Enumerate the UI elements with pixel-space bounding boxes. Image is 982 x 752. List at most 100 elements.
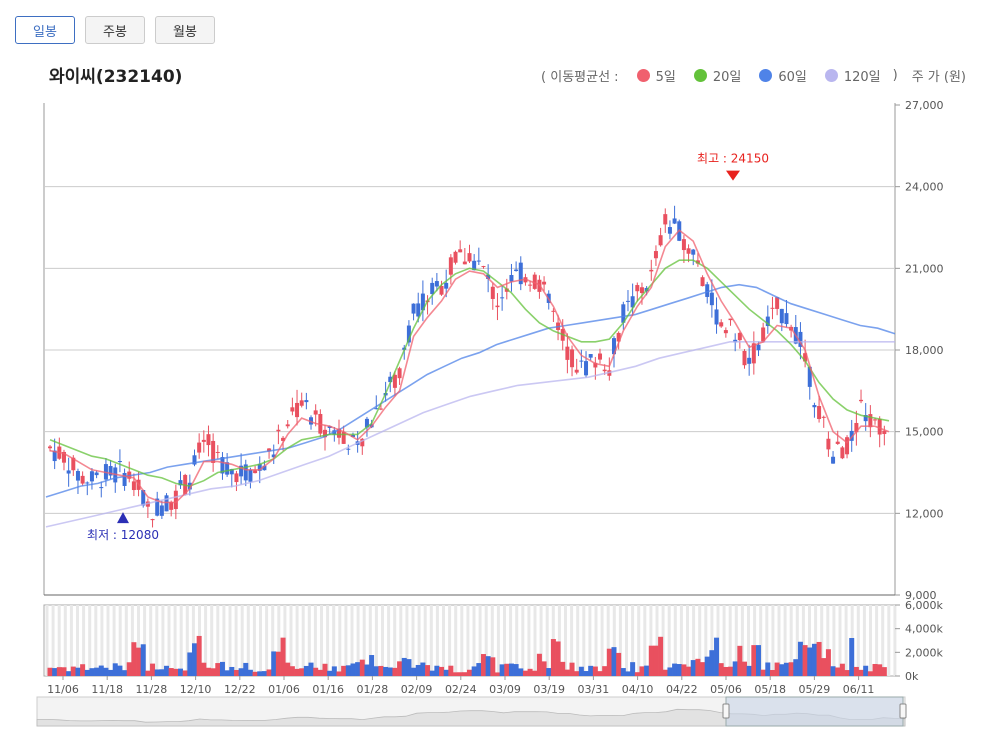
candle-body [388, 376, 393, 383]
volume-bar [718, 663, 724, 676]
candle-body [229, 469, 234, 475]
volume-tick-label: 0k [905, 670, 919, 683]
volume-bar [247, 669, 253, 676]
volume-bar [89, 668, 95, 676]
candle-body [304, 400, 309, 403]
volume-bar [345, 665, 351, 676]
volume-bar [574, 671, 580, 676]
candle-body [747, 357, 752, 364]
candle-body [197, 442, 202, 453]
candle-body [845, 437, 850, 455]
tab-monthly[interactable]: 월봉 [155, 16, 215, 44]
candle-body [350, 434, 355, 438]
volume-bar [294, 668, 300, 676]
candle-body [155, 498, 160, 516]
volume-bar [653, 645, 659, 676]
candle-body [225, 462, 230, 475]
volume-bar [126, 662, 132, 676]
volume-bar [75, 667, 81, 676]
volume-bar [569, 662, 575, 676]
date-tick-label: 11/06 [47, 683, 79, 696]
candle-body [346, 448, 351, 450]
low-label: 최저 : 12080 [87, 528, 159, 542]
candle-body [80, 475, 85, 484]
candle-body [243, 464, 248, 481]
candle-body [500, 297, 505, 299]
volume-bar [648, 645, 654, 676]
volume-bar [280, 637, 286, 676]
volume-bar [205, 667, 211, 676]
volume-bar [783, 662, 789, 676]
volume-bar [583, 671, 589, 676]
ma120-line [45, 340, 895, 528]
range-navigator[interactable] [36, 696, 907, 727]
candle-body [439, 285, 444, 295]
candle-body [323, 429, 328, 438]
candle-body [253, 470, 258, 474]
volume-bar [425, 665, 431, 676]
candle-body [616, 332, 621, 342]
candle-body [719, 322, 724, 327]
moving-averages [45, 229, 896, 528]
tab-daily[interactable]: 일봉 [15, 16, 75, 44]
legend-ma20: 20일 [682, 66, 741, 85]
candle-body [667, 227, 672, 234]
ma20-line [49, 259, 890, 487]
volume-bar [504, 663, 510, 676]
volume-bar [686, 666, 692, 676]
candle-body [416, 303, 421, 317]
candle-body [472, 260, 477, 271]
candle-body [257, 463, 262, 471]
tab-weekly[interactable]: 주봉 [85, 16, 145, 44]
volume-bar [411, 667, 417, 676]
candle-body [621, 304, 626, 323]
volume-bar [233, 669, 239, 676]
volume-bar [616, 652, 622, 676]
price-tick-label: 12,000 [905, 507, 944, 520]
candle-body [122, 472, 127, 486]
candle-body [462, 261, 467, 265]
volume-tick-label: 6,000k [905, 599, 943, 612]
volume-bar [434, 665, 440, 676]
candle-body [299, 400, 304, 406]
ma60-line [45, 283, 896, 498]
volume-bar [252, 671, 258, 676]
volume-bar [457, 672, 463, 676]
candle-body [714, 309, 719, 325]
volume-bar [136, 647, 142, 676]
candle-body [765, 316, 770, 327]
legend-dot-ma20 [693, 69, 707, 82]
candle-body [94, 472, 99, 476]
volume-bar [499, 664, 505, 676]
candle-body [877, 418, 882, 435]
volume-bar [476, 663, 482, 676]
candle-body [653, 251, 658, 259]
candle-body [663, 214, 668, 225]
candle-body [150, 519, 155, 521]
volume-bar [229, 666, 235, 676]
candle-body [71, 457, 76, 471]
candle-body [681, 239, 686, 251]
volume-bar [746, 665, 752, 676]
candle-body [444, 282, 449, 289]
candle-body [649, 269, 654, 272]
legend-dot-ma5 [636, 69, 650, 82]
date-tick-label: 12/10 [180, 683, 212, 696]
volume-bar [606, 648, 612, 676]
volume-bar [849, 638, 855, 676]
volume-bar [639, 666, 645, 676]
volume-bar [108, 669, 114, 676]
volume-tick-label: 4,000k [905, 623, 943, 636]
volume-bar [821, 658, 827, 676]
volume-bar [117, 665, 123, 676]
volume-bar [858, 669, 864, 676]
candle-body [131, 481, 136, 491]
volume-bar [336, 671, 342, 676]
volume-bar [877, 664, 883, 676]
candle-body [467, 253, 472, 262]
volume-bar [690, 660, 696, 676]
candle-body [458, 249, 463, 253]
volume-bar [359, 659, 365, 676]
candle-body [117, 461, 122, 463]
candle-body [290, 407, 295, 412]
